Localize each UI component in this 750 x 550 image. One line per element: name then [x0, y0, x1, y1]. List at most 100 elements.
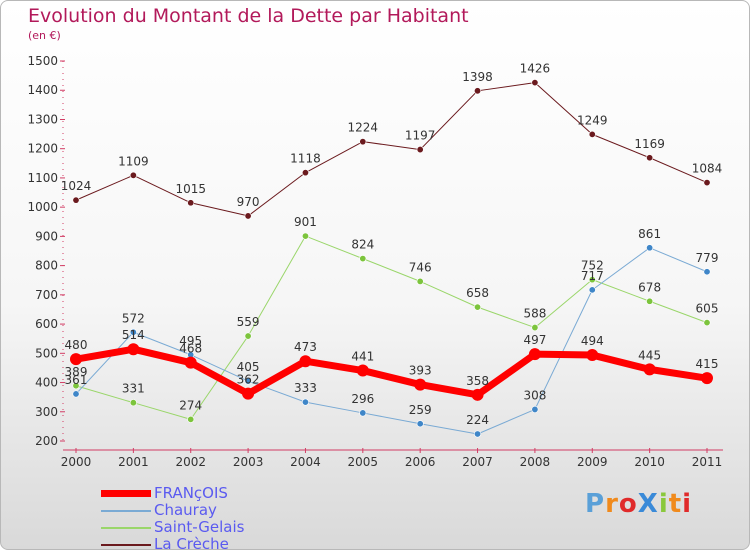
data-point: [129, 399, 137, 407]
data-label: 717: [581, 269, 604, 283]
data-point: [244, 332, 252, 340]
data-point: [72, 390, 80, 398]
data-point: [301, 169, 309, 177]
x-tick-label: 2003: [233, 455, 264, 469]
data-labels: 1024 1109 1015 970 1118 1224 1197 1398 1426 1249 1…: [61, 62, 723, 427]
data-point: [127, 343, 140, 356]
legend-label: La Crèche: [154, 535, 229, 550]
legend-label: Saint-Gelais: [154, 518, 245, 536]
data-label: 1169: [634, 137, 665, 151]
data-point: [416, 420, 424, 428]
y-tick-label: 900: [35, 229, 58, 243]
x-tick-label: 2011: [692, 455, 723, 469]
data-point: [528, 348, 541, 361]
data-label: 752: [581, 259, 604, 273]
data-point: [646, 154, 654, 162]
y-tick-label: 600: [35, 317, 58, 331]
x-tick-label: 2004: [290, 455, 321, 469]
chart-subtitle: (en €): [28, 29, 61, 42]
data-label: 361: [65, 373, 88, 387]
data-label: 824: [351, 238, 374, 252]
data-label: 405: [237, 360, 260, 374]
data-point: [416, 277, 424, 285]
data-point: [187, 199, 195, 207]
data-point: [72, 382, 80, 390]
data-label: 861: [638, 227, 661, 241]
data-label: 970: [237, 195, 260, 209]
series-line: [75, 82, 708, 217]
data-point: [299, 355, 312, 368]
y-tick-label: 1400: [27, 83, 58, 97]
data-point: [474, 303, 482, 311]
data-label: 658: [466, 286, 489, 300]
x-tick-label: 2007: [462, 455, 493, 469]
data-label: 1084: [692, 162, 723, 176]
data-point: [646, 297, 654, 305]
y-tick-label: 1500: [27, 54, 58, 68]
data-label: 224: [466, 413, 489, 427]
y-tick-label: 1000: [27, 200, 58, 214]
series-line: [75, 247, 708, 435]
data-point: [129, 328, 137, 336]
y-tick-label: 1100: [27, 171, 58, 185]
data-point: [646, 244, 654, 252]
data-point: [701, 372, 713, 385]
y-tick-label: 1200: [27, 142, 58, 156]
data-label: 572: [122, 311, 145, 325]
data-point: [70, 353, 82, 366]
y-tick-label: 700: [35, 288, 58, 302]
data-label: 494: [581, 334, 604, 348]
data-label: 497: [523, 333, 546, 347]
data-label: 259: [409, 403, 432, 417]
data-label: 746: [409, 260, 432, 274]
legend-label: FRANçOIS: [154, 484, 228, 502]
data-label: 333: [294, 381, 317, 395]
data-label: 480: [65, 338, 88, 352]
data-label: 274: [179, 398, 202, 412]
series-line: [75, 235, 708, 420]
data-point: [414, 378, 427, 391]
x-tick-label: 2000: [61, 455, 92, 469]
data-point: [474, 430, 482, 438]
data-point: [359, 138, 367, 146]
data-label: 588: [523, 307, 546, 321]
data-point: [588, 286, 596, 294]
data-label: 1426: [520, 62, 551, 76]
x-tick-label: 2009: [577, 455, 608, 469]
data-label: 514: [122, 328, 145, 342]
legend-swatch: [101, 490, 151, 497]
x-tick-label: 2005: [348, 455, 379, 469]
data-point: [416, 146, 424, 154]
data-point: [244, 212, 252, 220]
data-label: 389: [65, 365, 88, 379]
x-tick-label: 2006: [405, 455, 436, 469]
data-point: [187, 415, 195, 423]
data-label: 901: [294, 215, 317, 229]
brand-logo: ProXiti: [585, 489, 693, 519]
data-point: [703, 179, 711, 187]
y-tick-label: 200: [35, 434, 58, 448]
data-point: [129, 171, 137, 179]
data-point: [703, 319, 711, 327]
legend-swatch: [101, 544, 151, 546]
data-point: [586, 349, 599, 362]
data-label: 559: [237, 315, 260, 329]
data-label: 495: [179, 334, 202, 348]
data-point: [301, 398, 309, 406]
data-label: 331: [122, 382, 145, 396]
legend-swatch: [101, 510, 151, 512]
data-label: 1398: [462, 70, 493, 84]
data-point: [474, 87, 482, 95]
data-point: [643, 363, 656, 376]
data-label: 1197: [405, 129, 436, 143]
data-point: [531, 324, 539, 332]
x-tick-label: 2010: [634, 455, 665, 469]
y-tick-label: 1300: [27, 112, 58, 126]
data-label: 296: [351, 392, 374, 406]
x-tick-label: 2008: [520, 455, 551, 469]
chart-title: Evolution du Montant de la Dette par Hab…: [28, 5, 469, 27]
data-label: 308: [523, 388, 546, 402]
data-label: 779: [696, 251, 719, 265]
